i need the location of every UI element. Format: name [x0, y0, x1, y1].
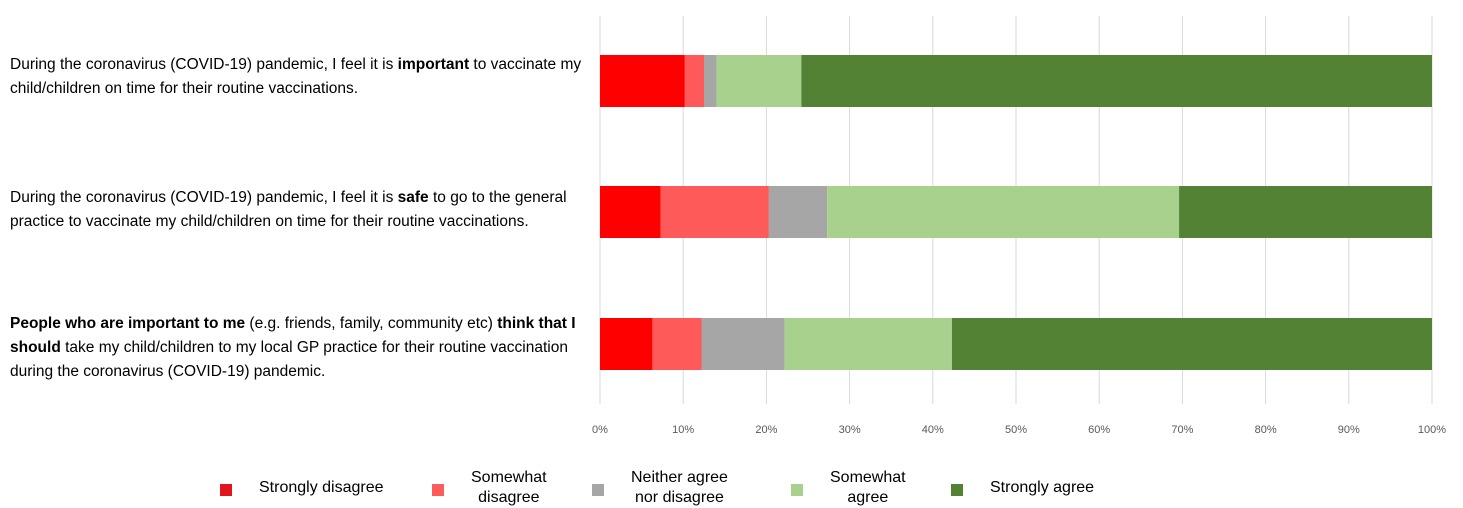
bar-segment [660, 186, 769, 238]
legend-swatch [791, 484, 803, 496]
legend-swatch [220, 484, 232, 496]
bar-segment [600, 318, 653, 370]
bar-segment [652, 318, 702, 370]
legend-swatch [951, 484, 963, 496]
bar-segment [600, 186, 661, 238]
bar-chart-svg: 0% 10% 20% 30% 40% 50% 60% 70% 80% 90% 100% [592, 16, 1446, 436]
x-tick-label: 20% [755, 424, 777, 436]
bar-segment [1179, 186, 1432, 238]
x-tick-label: 100% [1418, 424, 1446, 436]
bar-segment [704, 55, 717, 107]
legend-label: Somewhat agree [830, 469, 906, 506]
legend-label: Neither agree nor disagree [631, 469, 728, 506]
x-tick-label: 50% [1005, 424, 1027, 436]
legend-label: Strongly disagree [259, 479, 384, 496]
x-tick-label: 0% [592, 424, 608, 436]
bar-segment [827, 186, 1180, 238]
category-label: During the coronavirus (COVID-19) pandem… [10, 189, 567, 230]
bar-segment [784, 318, 952, 370]
legend-item: Strongly agree [951, 468, 1094, 508]
x-tick-label: 60% [1088, 424, 1110, 436]
legend-item: Neither agree nor disagree [592, 468, 728, 508]
x-tick-label: 40% [922, 424, 944, 436]
category-label: During the coronavirus (COVID-19) pandem… [10, 56, 582, 97]
bar-segment [801, 55, 1432, 107]
bar-segment [768, 186, 828, 238]
x-tick-label: 10% [672, 424, 694, 436]
x-tick-label: 80% [1255, 424, 1277, 436]
legend-swatch [592, 484, 604, 496]
x-tick-label: 70% [1171, 424, 1193, 436]
x-tick-label: 90% [1338, 424, 1360, 436]
legend-label: Somewhat disagree [471, 469, 547, 506]
bar-segment [701, 318, 785, 370]
legend-swatch [432, 484, 444, 496]
bar-segment [716, 55, 802, 107]
legend: Strongly disagree Somewhat disagree Neither… [0, 468, 1463, 508]
bar-segment [951, 318, 1432, 370]
bar-segment [600, 55, 685, 107]
bar-segment [684, 55, 704, 107]
legend-item: Strongly disagree [220, 468, 384, 508]
legend-item: Somewhat agree [791, 468, 906, 508]
x-tick-label: 30% [839, 424, 861, 436]
category-label: People who are important to me (e.g. fri… [10, 315, 576, 380]
legend-item: Somewhat disagree [432, 468, 547, 508]
legend-label: Strongly agree [990, 479, 1095, 496]
